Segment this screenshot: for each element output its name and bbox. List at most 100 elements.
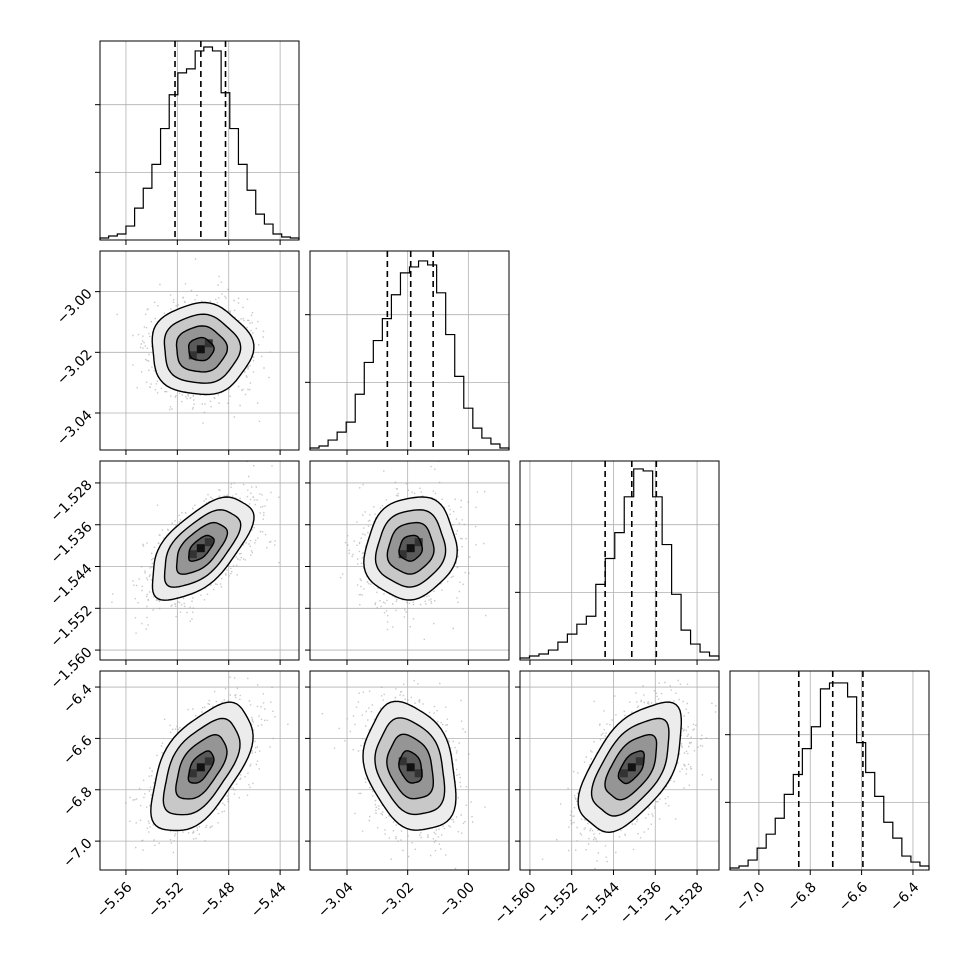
- hist-line-0: [99, 46, 300, 240]
- xtick-label-2-1: −1.552: [533, 879, 581, 927]
- contour-2-1-2: [374, 509, 447, 588]
- scatter-frame-2-1: [309, 460, 510, 661]
- ytick-label-1-2: −3.00: [54, 286, 96, 328]
- hist-line-3: [729, 682, 930, 870]
- xtick-label-0-3: −5.44: [248, 879, 290, 921]
- density-core-3-1-1: [406, 763, 415, 772]
- contour-2-0-3: [151, 496, 255, 601]
- contour-3-0-1: [175, 733, 228, 800]
- scatter-panel-3-1: [309, 670, 510, 871]
- contour-3-2-2: [590, 717, 670, 817]
- ytick-label-2-1: −1.552: [48, 603, 96, 651]
- ytick-label-3-2: −6.6: [60, 733, 95, 768]
- density-core-3-0-2: [204, 757, 213, 766]
- hist-frame-0: [99, 40, 300, 241]
- contour-2-0-2: [163, 509, 242, 588]
- scatter-body-3-0: [100, 671, 299, 870]
- xtick-label-2-2: −1.544: [575, 879, 623, 927]
- density-core-3-2-1: [627, 763, 636, 772]
- hist-line-2: [519, 468, 720, 660]
- contour-3-2-0: [617, 750, 645, 785]
- ytick-label-3-3: −6.4: [60, 681, 95, 716]
- ytick-label-1-0: −3.04: [54, 407, 96, 449]
- scatter-points-2-1: [339, 461, 487, 641]
- scatter-frame-3-2: [519, 670, 720, 871]
- hist-frame-3: [729, 670, 930, 871]
- xtick-label-2-3: −1.536: [617, 879, 665, 927]
- hist-frame-2: [519, 460, 720, 661]
- hist-panel-2: [515, 460, 720, 661]
- contour-3-2-3: [577, 701, 682, 834]
- density-core-1-0-2: [204, 339, 213, 348]
- contour-3-1-3: [362, 700, 457, 831]
- scatter-panel-3-0: [99, 670, 300, 871]
- contour-3-1-2: [374, 717, 446, 816]
- hist-panel-1: [305, 250, 510, 451]
- density-core-3-2-2: [635, 757, 644, 766]
- ytick-label-3-0: −7.0: [60, 835, 95, 870]
- hist-frame-1: [309, 250, 510, 451]
- contour-2-1-1: [386, 521, 435, 575]
- contour-3-1-1: [386, 733, 434, 800]
- scatter-body-1-0: [100, 251, 299, 450]
- density-core-3-2-0: [619, 769, 628, 778]
- contour-1-0-1: [175, 325, 229, 373]
- contour-2-0-1: [175, 521, 229, 575]
- xtick-label-3-3: −6.4: [887, 879, 922, 914]
- scatter-panel-2-0: [99, 460, 300, 661]
- density-core-2-0-1: [196, 544, 205, 553]
- xtick-label-0-2: −5.48: [197, 879, 239, 921]
- scatter-frame-2-0: [99, 460, 300, 661]
- ytick-label-2-2: −1.544: [48, 561, 96, 609]
- xtick-label-0-1: −5.52: [145, 879, 187, 921]
- xtick-label-3-2: −6.6: [836, 879, 871, 914]
- scatter-panel-3-2: [519, 670, 720, 871]
- scatter-panel-1-0: [99, 250, 300, 451]
- contour-1-0-3: [151, 301, 255, 396]
- ytick-label-2-4: −1.528: [48, 477, 96, 525]
- density-core-3-0-1: [196, 763, 205, 772]
- contour-3-2-1: [604, 734, 658, 801]
- density-core-2-0-0: [188, 550, 197, 559]
- contour-3-0-0: [187, 750, 215, 784]
- scatter-body-3-1: [310, 671, 509, 870]
- xtick-label-1-2: −3.00: [436, 879, 478, 921]
- density-core-2-1-2: [414, 538, 423, 547]
- density-core-3-1-0: [398, 757, 407, 766]
- density-core-1-0-1: [196, 345, 205, 354]
- scatter-frame-1-0: [99, 250, 300, 451]
- contour-3-0-2: [162, 717, 241, 816]
- xtick-label-0-0: −5.56: [94, 879, 136, 921]
- scatter-panel-2-1: [309, 460, 510, 661]
- scatter-body-2-1: [310, 461, 509, 660]
- density-core-1-0-0: [188, 351, 197, 360]
- xtick-label-2-0: −1.560: [492, 879, 540, 927]
- contour-2-1-0: [398, 534, 423, 562]
- density-core-2-1-0: [398, 550, 407, 559]
- contour-2-1-3: [363, 496, 458, 601]
- hist-panel-3: [725, 670, 930, 871]
- ytick-label-2-3: −1.536: [48, 519, 96, 567]
- xtick-label-3-1: −6.8: [784, 879, 819, 914]
- density-core-3-1-2: [414, 769, 423, 778]
- density-core-2-0-2: [204, 538, 213, 547]
- scatter-frame-3-0: [99, 670, 300, 871]
- xtick-label-1-1: −3.02: [376, 879, 418, 921]
- xtick-label-1-0: −3.04: [315, 879, 357, 921]
- scatter-body-3-2: [520, 671, 719, 870]
- ytick-label-1-1: −3.02: [54, 347, 96, 389]
- contour-3-1-0: [398, 750, 423, 784]
- xtick-label-3-0: −7.0: [733, 879, 768, 914]
- density-core-3-0-0: [188, 769, 197, 778]
- ytick-label-2-0: −1.560: [48, 644, 96, 692]
- density-core-2-1-1: [406, 544, 415, 553]
- contour-3-0-3: [150, 701, 254, 832]
- scatter-frame-3-1: [309, 670, 510, 871]
- scatter-body-2-0: [100, 461, 299, 660]
- contour-2-0-0: [187, 534, 215, 562]
- hist-line-1: [309, 260, 510, 450]
- contour-1-0-0: [188, 336, 215, 362]
- hist-panel-0: [95, 40, 300, 241]
- ytick-label-3-1: −6.8: [60, 784, 95, 819]
